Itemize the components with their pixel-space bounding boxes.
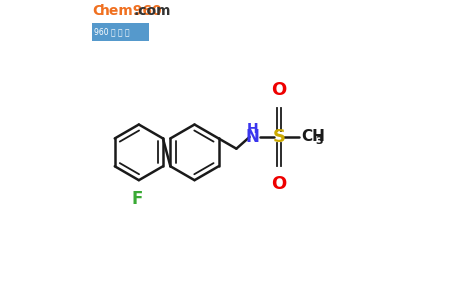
Bar xyxy=(92,23,149,41)
Text: O: O xyxy=(271,81,286,99)
Text: 3: 3 xyxy=(315,136,322,146)
Text: 960 化 工 网: 960 化 工 网 xyxy=(94,27,130,36)
Text: N: N xyxy=(246,128,259,146)
Text: F: F xyxy=(132,190,143,208)
Text: H: H xyxy=(246,122,258,135)
Text: hem960: hem960 xyxy=(100,4,163,18)
Text: O: O xyxy=(271,175,286,193)
Text: C: C xyxy=(92,4,102,18)
Text: CH: CH xyxy=(301,130,325,144)
Text: .com: .com xyxy=(134,4,172,18)
Text: S: S xyxy=(273,128,285,146)
